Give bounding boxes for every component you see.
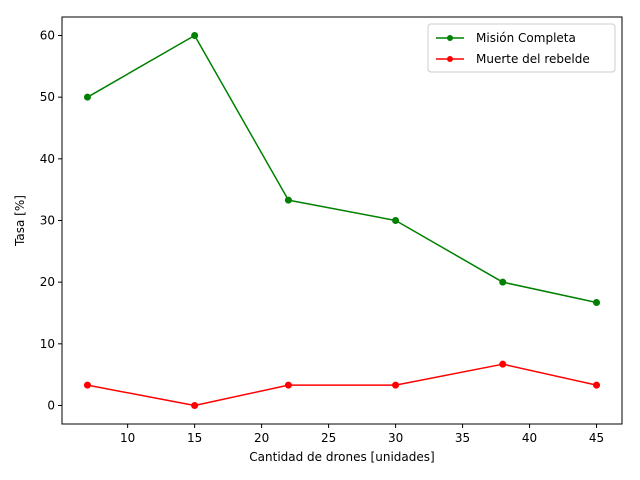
series-2 — [83, 360, 601, 409]
legend-label: Misión Completa — [476, 31, 576, 45]
legend-marker — [447, 35, 453, 41]
y-tick-label: 50 — [40, 90, 55, 104]
data-point — [499, 360, 507, 368]
series-1 — [83, 32, 601, 307]
x-tick-label: 10 — [120, 431, 135, 445]
data-point — [392, 381, 400, 389]
data-point — [593, 299, 601, 307]
x-tick-label: 30 — [388, 431, 403, 445]
data-point — [499, 278, 507, 286]
data-point — [191, 402, 199, 409]
legend-box — [427, 23, 616, 73]
data-point — [83, 93, 91, 101]
data-point — [392, 217, 400, 224]
data-point — [191, 32, 199, 39]
series-line — [87, 34, 597, 304]
x-axis-label: Cantidad de drones [unidades] — [249, 450, 434, 464]
x-tick-label: 15 — [187, 431, 202, 445]
y-tick-label: 0 — [47, 399, 55, 413]
x-tick-label: 20 — [254, 431, 269, 445]
y-tick-label: 60 — [40, 29, 55, 43]
data-point — [284, 196, 292, 204]
legend-label: Muerte del rebelde — [476, 52, 590, 66]
x-tick-label: 25 — [321, 431, 336, 445]
y-tick-label: 10 — [40, 337, 55, 351]
x-tick-label: 45 — [589, 431, 604, 445]
series-line — [87, 363, 597, 407]
data-point — [83, 381, 91, 389]
data-point — [284, 381, 292, 389]
x-tick-label: 40 — [522, 431, 537, 445]
x-axis: 10 15 20 25 30 35 40 45 — [120, 424, 604, 445]
x-tick-label: 35 — [455, 431, 470, 445]
y-axis-label: Tasa [%] — [13, 195, 27, 247]
data-point — [593, 381, 601, 389]
legend-marker — [447, 56, 453, 62]
y-axis: 0 10 20 30 40 50 60 — [40, 29, 62, 413]
plot-area — [83, 32, 601, 409]
y-tick-label: 20 — [40, 275, 55, 289]
y-tick-label: 30 — [40, 214, 55, 228]
legend: Misión Completa Muerte del rebelde — [427, 23, 616, 73]
y-tick-label: 40 — [40, 152, 55, 166]
